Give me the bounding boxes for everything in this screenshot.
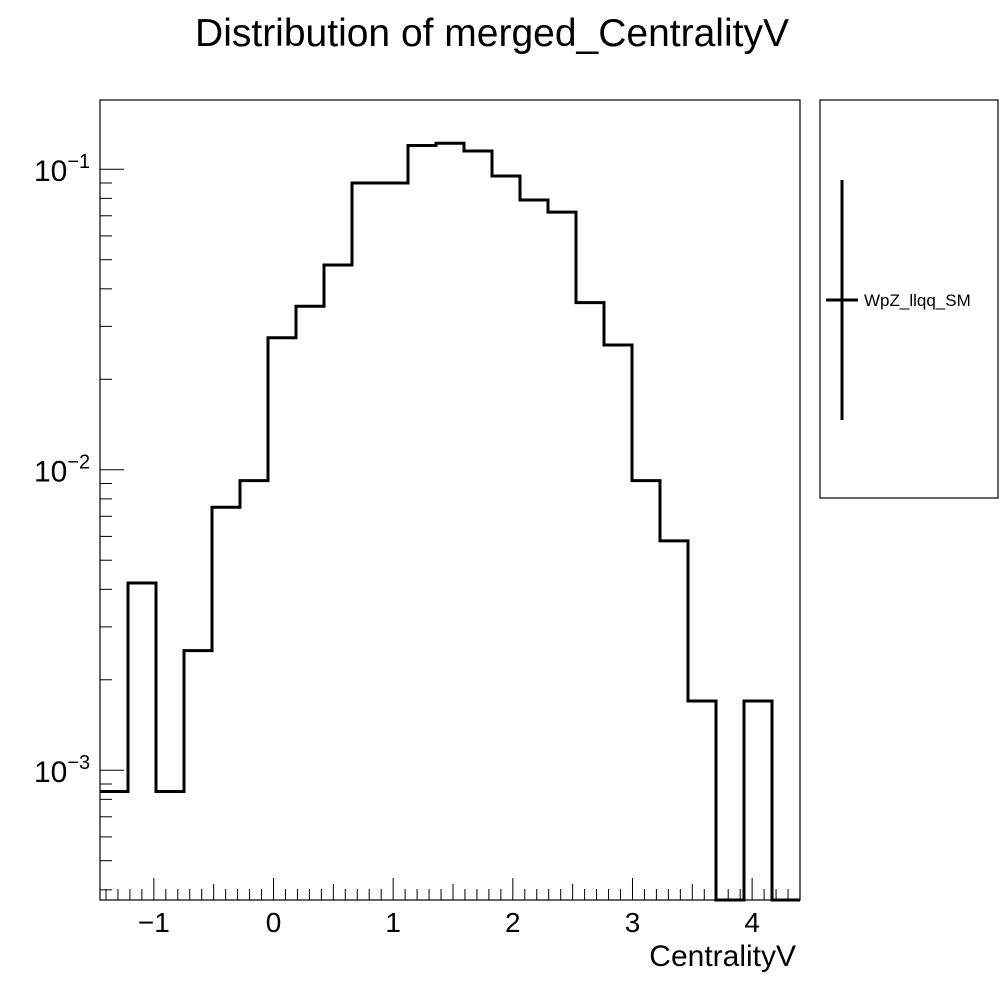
y-tick-label: 10−3 bbox=[34, 752, 90, 789]
x-tick-label: 2 bbox=[505, 907, 521, 938]
legend: WpZ_llqq_SM bbox=[819, 99, 999, 499]
plot-frame bbox=[99, 99, 801, 901]
y-tick-label: 10−1 bbox=[34, 151, 90, 188]
x-axis-label: CentralityV bbox=[649, 940, 796, 973]
tick-labels: −1 0 1 2 3 4 10−1 10−2 10−3 bbox=[34, 151, 760, 938]
histogram-line bbox=[100, 141, 800, 902]
x-tick-label: 1 bbox=[385, 907, 401, 938]
x-tick-label: −1 bbox=[138, 907, 170, 938]
x-tick-label: 4 bbox=[744, 907, 760, 938]
tick-marks bbox=[100, 168, 801, 900]
chart-title: Distribution of merged_CentralityV bbox=[195, 12, 789, 55]
x-tick-label: 3 bbox=[625, 907, 641, 938]
x-tick-label: 0 bbox=[266, 907, 282, 938]
y-tick-label: 10−2 bbox=[34, 452, 90, 489]
legend-entry-label: WpZ_llqq_SM bbox=[864, 291, 971, 310]
